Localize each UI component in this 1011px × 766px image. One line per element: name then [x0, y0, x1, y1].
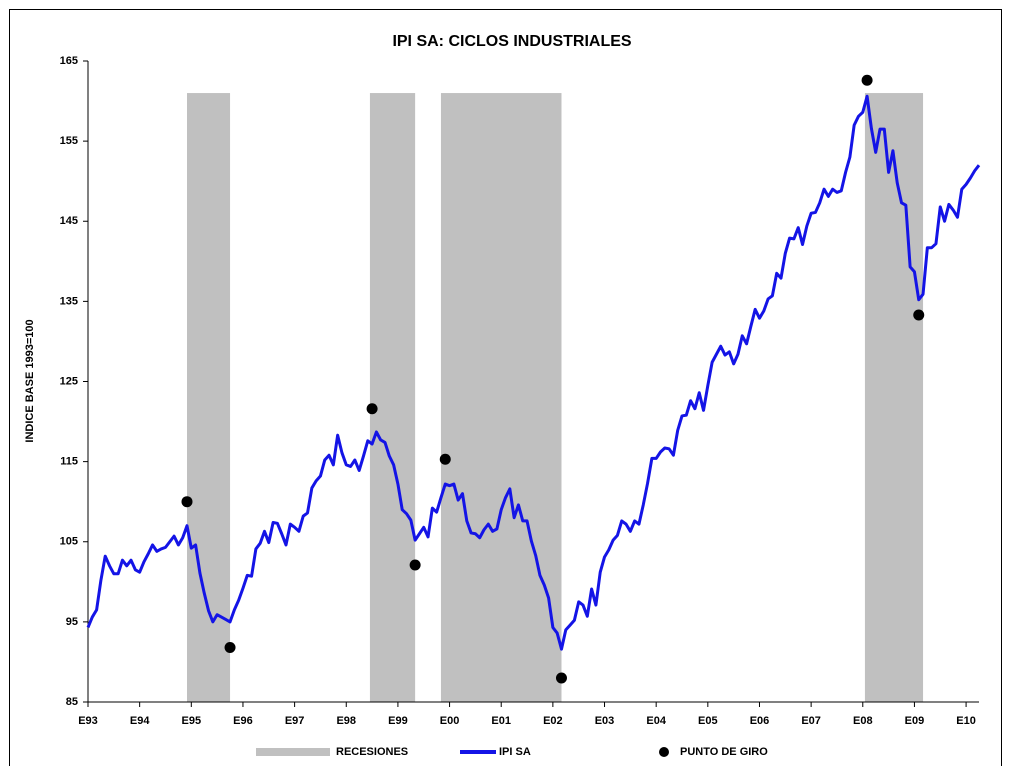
recession-band	[369, 93, 416, 703]
y-tick-label: 85	[66, 696, 78, 708]
turning-point	[409, 559, 421, 571]
x-tick-label: E09	[905, 715, 925, 727]
x-tick-label: E01	[491, 715, 511, 727]
x-tick-label: E97	[285, 715, 305, 727]
chart-border	[9, 9, 1002, 766]
x-tick-label: E93	[78, 715, 98, 727]
legend-label: RECESIONES	[336, 746, 408, 758]
turning-point	[913, 309, 925, 321]
turning-point	[439, 453, 451, 465]
x-tick-label: E99	[388, 715, 408, 727]
x-tick-label: E95	[182, 715, 202, 727]
x-tick-label: E05	[698, 715, 718, 727]
x-tick-label: E06	[750, 715, 770, 727]
legend-swatch	[659, 747, 669, 757]
x-tick-label: E96	[233, 715, 253, 727]
turning-point	[861, 74, 873, 86]
x-tick-label: E00	[440, 715, 460, 727]
y-tick-label: 95	[66, 616, 78, 628]
legend-label: PUNTO DE GIRO	[680, 746, 768, 758]
recession-band	[187, 93, 231, 703]
x-tick-label: E94	[130, 715, 150, 727]
x-tick-label: E08	[853, 715, 873, 727]
y-tick-label: 145	[60, 215, 78, 227]
recession-band	[440, 93, 562, 703]
legend-swatch	[256, 748, 330, 756]
y-tick-label: 155	[60, 135, 78, 147]
y-axis-label: INDICE BASE 1993=100	[24, 319, 36, 442]
recession-band	[864, 93, 924, 703]
turning-point	[181, 496, 193, 508]
x-tick-label: E07	[801, 715, 821, 727]
chart-title: IPI SA: CICLOS INDUSTRIALES	[392, 33, 631, 50]
x-tick-label: E03	[595, 715, 615, 727]
x-tick-label: E04	[646, 715, 666, 727]
turning-point	[555, 672, 567, 684]
y-tick-label: 105	[60, 536, 78, 548]
y-tick-label: 165	[60, 55, 78, 67]
x-tick-label: E02	[543, 715, 563, 727]
turning-point	[366, 403, 378, 415]
y-tick-label: 135	[60, 295, 78, 307]
x-tick-label: E98	[336, 715, 356, 727]
y-tick-label: 115	[60, 456, 78, 468]
x-tick-label: E10	[956, 715, 976, 727]
legend-label: IPI SA	[499, 746, 531, 758]
y-tick-label: 125	[60, 375, 78, 387]
turning-point	[224, 642, 236, 654]
data-line	[86, 94, 981, 651]
